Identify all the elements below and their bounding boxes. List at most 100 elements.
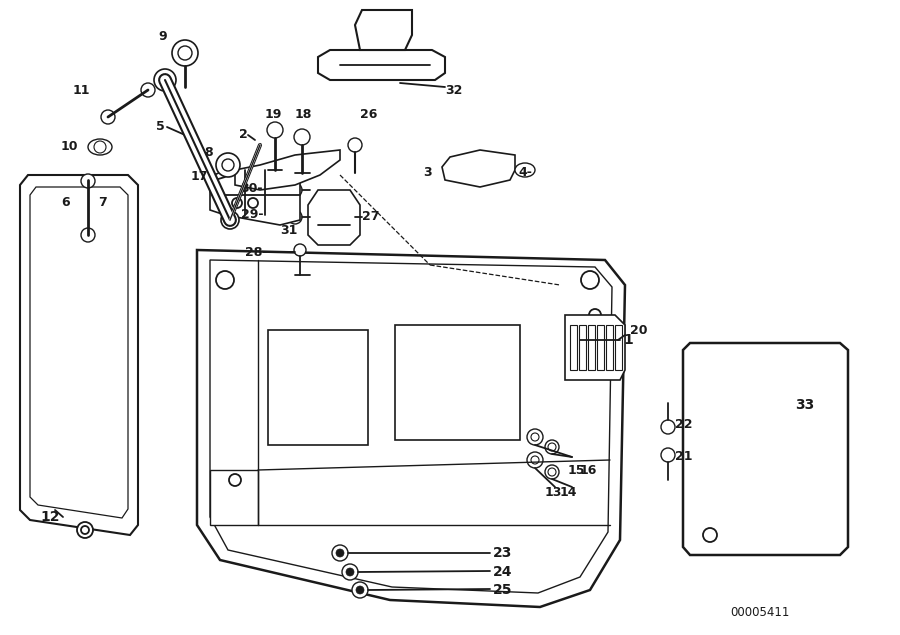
Text: 7: 7 <box>98 196 107 210</box>
Polygon shape <box>588 325 595 370</box>
Circle shape <box>101 110 115 124</box>
Circle shape <box>332 545 348 561</box>
Polygon shape <box>597 325 604 370</box>
Circle shape <box>222 159 234 171</box>
Circle shape <box>342 564 358 580</box>
Circle shape <box>346 568 354 576</box>
Text: 23: 23 <box>493 546 512 560</box>
Circle shape <box>336 549 344 557</box>
Text: 6: 6 <box>61 196 70 210</box>
Text: 31: 31 <box>280 224 297 236</box>
Text: 19: 19 <box>265 109 283 121</box>
Circle shape <box>545 440 559 454</box>
Circle shape <box>221 211 239 229</box>
Text: 5: 5 <box>157 121 165 133</box>
Polygon shape <box>318 50 445 80</box>
Circle shape <box>248 178 258 188</box>
Circle shape <box>81 526 89 534</box>
Circle shape <box>581 271 599 289</box>
Circle shape <box>545 465 559 479</box>
Text: 17: 17 <box>191 171 208 184</box>
Circle shape <box>348 138 362 152</box>
Circle shape <box>548 468 556 476</box>
Polygon shape <box>606 325 613 370</box>
Circle shape <box>661 420 675 434</box>
Text: 4-: 4- <box>518 166 532 180</box>
Circle shape <box>81 228 95 242</box>
Text: 2: 2 <box>239 128 248 142</box>
Circle shape <box>548 443 556 451</box>
Text: 20: 20 <box>630 323 647 337</box>
Polygon shape <box>210 260 612 593</box>
Text: 24: 24 <box>493 565 512 579</box>
Circle shape <box>288 183 302 197</box>
Text: 8: 8 <box>204 147 213 159</box>
Text: 18: 18 <box>295 109 312 121</box>
Circle shape <box>216 271 234 289</box>
Text: 25: 25 <box>493 583 512 597</box>
Circle shape <box>703 528 717 542</box>
Text: 11: 11 <box>73 83 90 97</box>
Circle shape <box>172 40 198 66</box>
Text: 1: 1 <box>623 333 633 347</box>
Circle shape <box>352 582 368 598</box>
Circle shape <box>232 198 242 208</box>
Text: 3: 3 <box>423 166 432 180</box>
Ellipse shape <box>88 139 112 155</box>
Text: 33: 33 <box>795 398 815 412</box>
Text: 30-: 30- <box>240 182 263 194</box>
Polygon shape <box>308 190 360 245</box>
Polygon shape <box>235 150 340 190</box>
Circle shape <box>178 46 192 60</box>
Circle shape <box>527 452 543 468</box>
Polygon shape <box>30 187 128 518</box>
Polygon shape <box>197 250 625 607</box>
Circle shape <box>81 174 95 188</box>
Text: 26: 26 <box>360 109 377 121</box>
Text: 9: 9 <box>158 30 167 44</box>
Text: 29-: 29- <box>240 208 263 222</box>
Circle shape <box>267 122 283 138</box>
Polygon shape <box>683 343 848 555</box>
Circle shape <box>294 129 310 145</box>
Polygon shape <box>615 325 622 370</box>
Polygon shape <box>268 330 368 445</box>
Polygon shape <box>442 150 515 187</box>
Circle shape <box>294 244 306 256</box>
Polygon shape <box>579 325 586 370</box>
Text: 32: 32 <box>445 83 463 97</box>
Text: 16: 16 <box>580 464 598 476</box>
Text: 27: 27 <box>362 210 380 224</box>
Circle shape <box>154 69 176 91</box>
Circle shape <box>141 83 155 97</box>
Ellipse shape <box>515 163 535 177</box>
Circle shape <box>531 433 539 441</box>
Circle shape <box>288 210 302 224</box>
Text: 10: 10 <box>60 140 78 154</box>
Polygon shape <box>355 10 412 50</box>
Polygon shape <box>210 170 300 225</box>
Text: 22: 22 <box>675 418 692 432</box>
Text: 00005411: 00005411 <box>731 606 790 620</box>
Circle shape <box>94 141 106 153</box>
Circle shape <box>531 456 539 464</box>
Polygon shape <box>570 325 577 370</box>
Polygon shape <box>395 325 520 440</box>
Circle shape <box>589 309 601 321</box>
Text: 13: 13 <box>545 486 562 500</box>
Circle shape <box>216 153 240 177</box>
Text: 15: 15 <box>568 464 586 476</box>
Text: 28-: 28- <box>246 246 268 258</box>
Circle shape <box>661 448 675 462</box>
Circle shape <box>229 474 241 486</box>
Text: 21: 21 <box>675 450 692 464</box>
Text: 12: 12 <box>40 510 59 524</box>
Circle shape <box>527 429 543 445</box>
Circle shape <box>356 586 364 594</box>
Polygon shape <box>20 175 138 535</box>
Circle shape <box>77 522 93 538</box>
Polygon shape <box>210 470 258 525</box>
Polygon shape <box>565 315 625 380</box>
Circle shape <box>248 198 258 208</box>
Text: 14: 14 <box>560 486 578 500</box>
